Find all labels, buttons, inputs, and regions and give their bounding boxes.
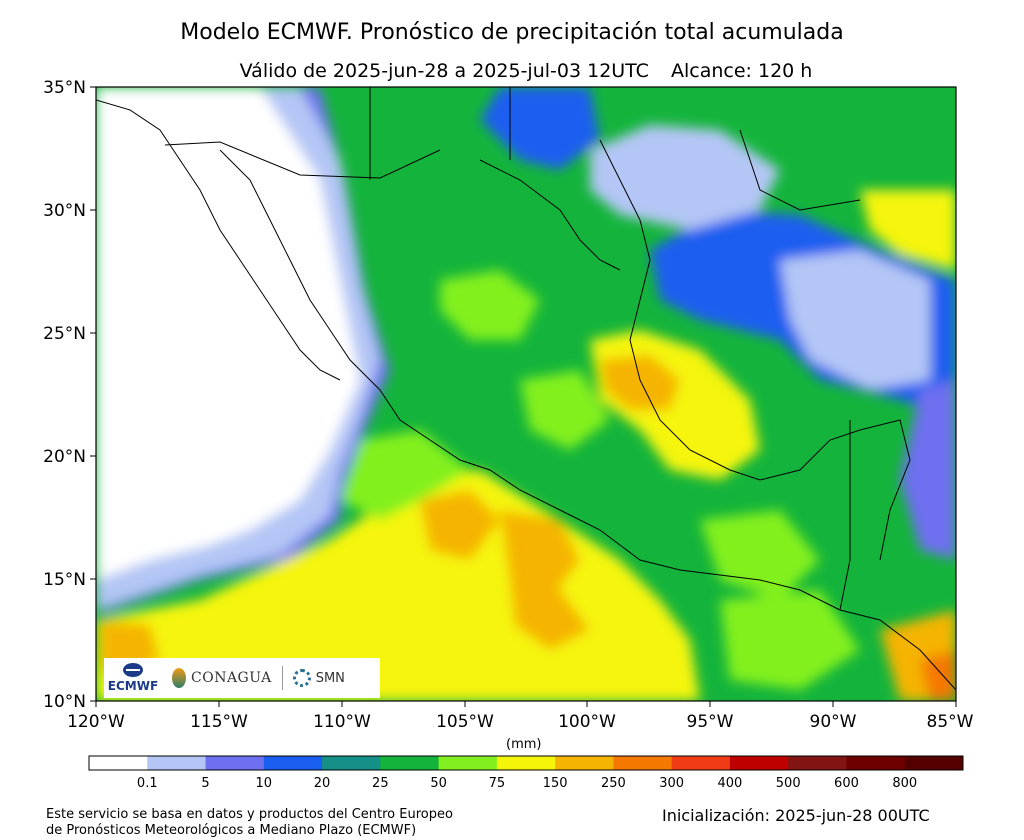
credit-text: Este servicio se basa en datos y product… [46, 807, 453, 839]
colorbar-label: 600 [834, 776, 859, 791]
colorbar-swatch [89, 756, 148, 770]
colorbar-swatch [555, 756, 614, 770]
colorbar-swatch [613, 756, 673, 770]
colorbar-swatch [846, 756, 906, 770]
lat-label: 10°N [43, 692, 86, 712]
conagua-logo-text: CONAGUA [191, 670, 272, 686]
colorbar-label: 5 [201, 776, 209, 791]
colorbar-swatch [438, 756, 498, 770]
lon-label: 105°W [436, 712, 494, 732]
colorbar-frame [88, 755, 964, 771]
lat-label: 35°N [43, 78, 86, 98]
logo-divider [281, 666, 283, 690]
colorbar-unit: (mm) [506, 737, 542, 752]
conagua-logo: CONAGUA [172, 668, 272, 688]
lat-label: 30°N [43, 201, 86, 221]
precip-field [96, 87, 956, 701]
lon-label: 115°W [190, 712, 248, 732]
colorbar-label: 400 [718, 776, 743, 791]
colorbar-swatch [788, 756, 847, 770]
colorbar-label: 300 [659, 776, 684, 791]
forecast-range: Alcance: 120 h [671, 60, 813, 82]
lon-axis: 120°W 115°W 110°W 105°W 100°W 95°W 90°W … [67, 701, 974, 732]
colorbar-label: 800 [892, 776, 917, 791]
map-title: Modelo ECMWF. Pronóstico de precipitació… [180, 20, 844, 45]
credit-line-2: de Pronósticos Meteorológicos a Mediano … [46, 823, 417, 838]
logos-strip: ECMWF CONAGUA SMN [104, 658, 380, 698]
colorbar-label: 0.1 [137, 776, 158, 791]
colorbar: 0.1 5 10 20 25 50 75 150 250 300 400 500 600 800 [88, 755, 964, 791]
lon-label: 110°W [313, 712, 371, 732]
map-subtitle: Válido de 2025-jun-28 a 2025-jul-03 12UT… [96, 60, 956, 82]
lon-label: 120°W [67, 712, 125, 732]
colorbar-label: 50 [430, 776, 447, 791]
colorbar-swatch [496, 756, 556, 770]
lat-axis: 35°N 30°N 25°N 20°N 15°N 10°N [43, 78, 96, 712]
colorbar-swatch [729, 756, 789, 770]
smn-logo: SMN [292, 669, 345, 687]
coastline-borders [96, 87, 956, 691]
colorbar-swatch [904, 756, 964, 770]
colorbar-label: 10 [256, 776, 273, 791]
lon-label: 90°W [810, 712, 857, 732]
ecmwf-mark-icon [123, 663, 143, 677]
colorbar-swatch [205, 756, 265, 770]
smn-logo-text: SMN [315, 670, 345, 686]
colorbar-label: 20 [314, 776, 331, 791]
colorbar-label: 250 [601, 776, 626, 791]
initialization-text: Inicialización: 2025-jun-28 00UTC [662, 806, 930, 825]
colorbar-swatch [380, 756, 440, 770]
colorbar-swatch [263, 756, 323, 770]
lat-label: 15°N [43, 570, 86, 590]
colorbar-label: 500 [776, 776, 801, 791]
colorbar-swatch [322, 756, 381, 770]
colorbar-swatch [671, 756, 731, 770]
lat-label: 25°N [43, 324, 86, 344]
ecmwf-logo-text: ECMWF [107, 679, 159, 693]
map-frame [95, 86, 957, 702]
lon-label: 95°W [687, 712, 734, 732]
lon-label: 100°W [558, 712, 616, 732]
colorbar-label: 150 [543, 776, 568, 791]
smn-gear-icon [292, 669, 311, 687]
credit-line-1: Este servicio se basa en datos y product… [46, 807, 453, 822]
colorbar-label: 25 [372, 776, 389, 791]
lon-label: 85°W [927, 712, 974, 732]
water-drop-icon [172, 668, 186, 688]
colorbar-swatch [147, 756, 207, 770]
colorbar-label: 75 [489, 776, 506, 791]
lat-label: 20°N [43, 447, 86, 467]
valid-period: Válido de 2025-jun-28 a 2025-jul-03 12UT… [239, 60, 649, 82]
ecmwf-logo: ECMWF [104, 658, 162, 698]
